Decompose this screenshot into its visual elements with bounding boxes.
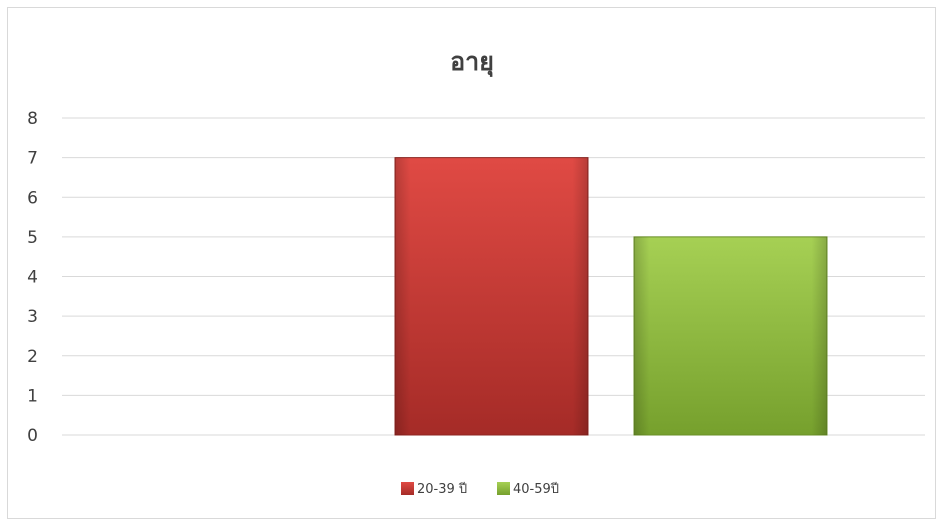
legend: 20-39 ปี 40-59ปี bbox=[401, 481, 559, 497]
y-axis-ticks: 0 1 2 3 4 5 6 7 8 bbox=[27, 109, 38, 446]
y-tick-label: 7 bbox=[27, 149, 38, 169]
chart-title: อายุ bbox=[450, 47, 494, 78]
legend-label: 20-39 ปี bbox=[417, 481, 467, 497]
y-tick-label: 0 bbox=[27, 426, 38, 446]
y-tick-label: 3 bbox=[27, 307, 38, 327]
legend-swatch bbox=[401, 482, 414, 495]
bar-bevel bbox=[395, 157, 588, 435]
y-tick-label: 5 bbox=[27, 228, 38, 248]
y-tick-label: 2 bbox=[27, 347, 38, 367]
legend-label: 40-59ปี bbox=[513, 481, 559, 497]
y-tick-label: 8 bbox=[27, 109, 38, 129]
bar-bevel bbox=[634, 236, 827, 435]
bars bbox=[394, 157, 828, 436]
y-tick-label: 4 bbox=[27, 268, 38, 288]
y-tick-label: 1 bbox=[27, 386, 38, 406]
legend-swatch bbox=[497, 482, 510, 495]
y-tick-label: 6 bbox=[27, 188, 38, 208]
